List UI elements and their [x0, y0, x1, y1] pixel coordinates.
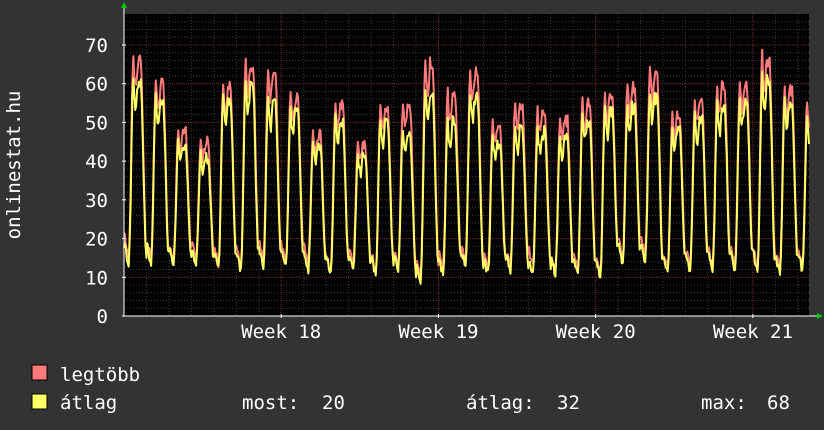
y-tick-label: 40: [85, 151, 108, 173]
series-layer: [123, 48, 810, 285]
vertical-axis-label: onlinestat.hu: [3, 91, 25, 240]
plot-area: [124, 14, 809, 316]
y-tick-label: 10: [85, 267, 108, 289]
x-axis-ticks: Week 18 Week 19 Week 20 Week 21: [241, 314, 793, 343]
y-axis-arrow: [121, 2, 127, 8]
y-tick-label: 70: [85, 35, 108, 57]
stat-now-label: most:: [242, 392, 299, 414]
x-tick-label: Week 20: [556, 321, 636, 343]
legend-label-max: legtöbb: [60, 364, 140, 386]
series-line-atlag: [123, 70, 810, 285]
stat-max-value: 68: [767, 392, 790, 414]
y-tick-label: 30: [85, 190, 108, 212]
x-tick-label: Week 18: [241, 321, 321, 343]
y-tick-label: 20: [85, 229, 108, 251]
x-tick-label: Week 21: [713, 321, 793, 343]
stat-avg-value: 32: [557, 392, 580, 414]
axes: [121, 2, 823, 319]
y-tick-label: 60: [85, 74, 108, 96]
legend-swatch-avg: [31, 393, 48, 410]
stat-max-label: max:: [701, 392, 747, 414]
y-tick-label: 0: [97, 306, 108, 328]
x-tick-label: Week 19: [398, 321, 478, 343]
stat-avg-label: átlag:: [466, 392, 535, 414]
legend-label-avg: átlag: [60, 392, 117, 414]
x-axis-arrow: [817, 313, 823, 319]
stat-now-value: 20: [322, 392, 345, 414]
y-tick-label: 50: [85, 112, 108, 134]
legend-swatch-max: [31, 364, 48, 381]
y-axis-ticks: 0 10 20 30 40 50 60 70: [85, 35, 126, 328]
legend: legtöbb átlag most: 20 átlag: 32 max: 68: [31, 364, 790, 414]
